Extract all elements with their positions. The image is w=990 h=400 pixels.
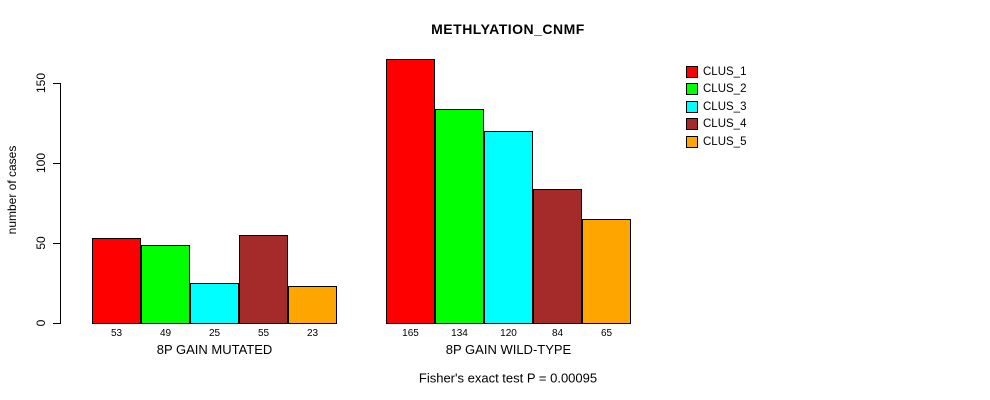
bar-clus_2 xyxy=(435,109,484,324)
legend-swatch xyxy=(686,135,698,148)
fisher-test-annotation: Fisher's exact test P = 0.00095 xyxy=(418,370,598,386)
legend-label: CLUS_2 xyxy=(703,83,747,96)
legend-label: CLUS_1 xyxy=(703,65,747,78)
y-axis-tick-label: 50 xyxy=(34,236,48,250)
bar-clus_2 xyxy=(141,245,190,324)
bar-clus_3 xyxy=(484,131,533,324)
y-axis-tick xyxy=(53,322,60,324)
bar-clus_5 xyxy=(288,286,337,324)
legend: CLUS_1 CLUS_2 CLUS_3 CLUS_4 CLUS_5 xyxy=(686,63,746,151)
legend-item: CLUS_2 xyxy=(686,81,746,99)
legend-item: CLUS_3 xyxy=(686,98,746,116)
legend-label: CLUS_4 xyxy=(703,118,747,131)
bar-value-label: 134 xyxy=(451,328,468,339)
bar-value-label: 49 xyxy=(159,328,172,339)
y-axis-tick xyxy=(53,242,60,244)
group-label: 8P GAIN MUTATED xyxy=(156,342,273,357)
bar-clus_4 xyxy=(533,189,582,324)
legend-swatch xyxy=(686,83,698,96)
bar-clus_5 xyxy=(582,219,631,324)
y-axis-tick-label: 0 xyxy=(34,319,48,327)
bar-value-label: 65 xyxy=(600,328,613,339)
bar-value-label: 165 xyxy=(402,328,419,339)
chart-title: METHLYATION_CNMF xyxy=(431,21,585,37)
bar-clus_3 xyxy=(190,283,239,324)
bar-clus_1 xyxy=(92,238,141,324)
legend-item: CLUS_4 xyxy=(686,116,746,134)
legend-item: CLUS_5 xyxy=(686,133,746,151)
y-axis-tick-label: 150 xyxy=(34,72,48,94)
y-axis-label: number of cases xyxy=(5,145,19,235)
group-label: 8P GAIN WILD-TYPE xyxy=(445,342,572,357)
y-axis-tick xyxy=(53,162,60,164)
bar-value-label: 23 xyxy=(306,328,319,339)
legend-label: CLUS_3 xyxy=(703,100,747,113)
legend-swatch xyxy=(686,100,698,113)
bar-value-label: 84 xyxy=(551,328,564,339)
bar-value-label: 25 xyxy=(208,328,221,339)
legend-swatch xyxy=(686,118,698,131)
legend-swatch xyxy=(686,65,698,78)
y-axis-tick-label: 100 xyxy=(34,152,48,174)
y-axis-line xyxy=(60,83,61,324)
legend-item: CLUS_1 xyxy=(686,63,746,81)
y-axis-tick xyxy=(53,82,60,84)
legend-label: CLUS_5 xyxy=(703,135,747,148)
bar-clus_1 xyxy=(386,59,435,324)
bar-clus_4 xyxy=(239,235,288,324)
bar-value-label: 120 xyxy=(500,328,517,339)
bar-value-label: 55 xyxy=(257,328,270,339)
bar-value-label: 53 xyxy=(110,328,123,339)
